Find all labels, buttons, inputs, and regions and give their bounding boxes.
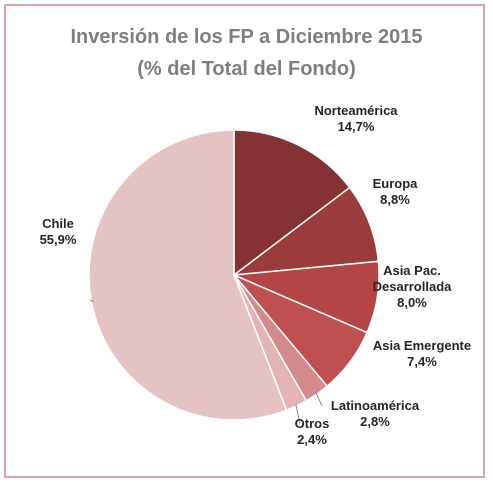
- slice-value-label: 7,4%: [407, 354, 437, 369]
- slice-label-5: Otros 2,4%: [295, 416, 330, 447]
- leader-line-6: [89, 299, 94, 302]
- slice-category-label: Europa: [373, 176, 419, 191]
- slice-category-label: Norteamérica: [314, 103, 398, 118]
- slice-label-0: Norteamérica 14,7%: [314, 103, 398, 134]
- slice-label-1: Europa 8,8%: [373, 176, 419, 207]
- chart-subtitle: (% del Total del Fondo): [137, 58, 356, 80]
- slice-label-4: Latinoamérica 2,8%: [331, 398, 420, 429]
- slice-category-label: Chile: [42, 216, 74, 231]
- slice-label-2: Asia Pac. Desarrollada 8,0%: [373, 263, 453, 310]
- pie-slice-0: [233, 129, 351, 277]
- slice-value-label: 8,8%: [380, 192, 410, 207]
- slice-category-label: Latinoamérica: [331, 398, 420, 413]
- slice-label-3: Asia Emergente 7,4%: [373, 338, 471, 369]
- leader-line-4: [315, 392, 323, 407]
- slice-category-label: Asia Pac.: [383, 263, 441, 278]
- slice-category-label: Desarrollada: [373, 279, 453, 294]
- leader-line-5: [295, 403, 301, 425]
- slice-label-6: Chile 55,9%: [40, 216, 77, 247]
- chart-title: Inversión de los FP a Diciembre 2015: [70, 26, 423, 48]
- pie-slice-6: [88, 129, 288, 421]
- slice-value-label: 55,9%: [40, 232, 77, 247]
- slice-value-label: 2,4%: [297, 432, 327, 447]
- slice-value-label: 2,8%: [360, 414, 390, 429]
- slice-value-label: 14,7%: [338, 119, 375, 134]
- slice-category-label: Otros: [295, 416, 330, 431]
- slice-value-label: 8,0%: [397, 295, 427, 310]
- slice-category-label: Asia Emergente: [373, 338, 471, 353]
